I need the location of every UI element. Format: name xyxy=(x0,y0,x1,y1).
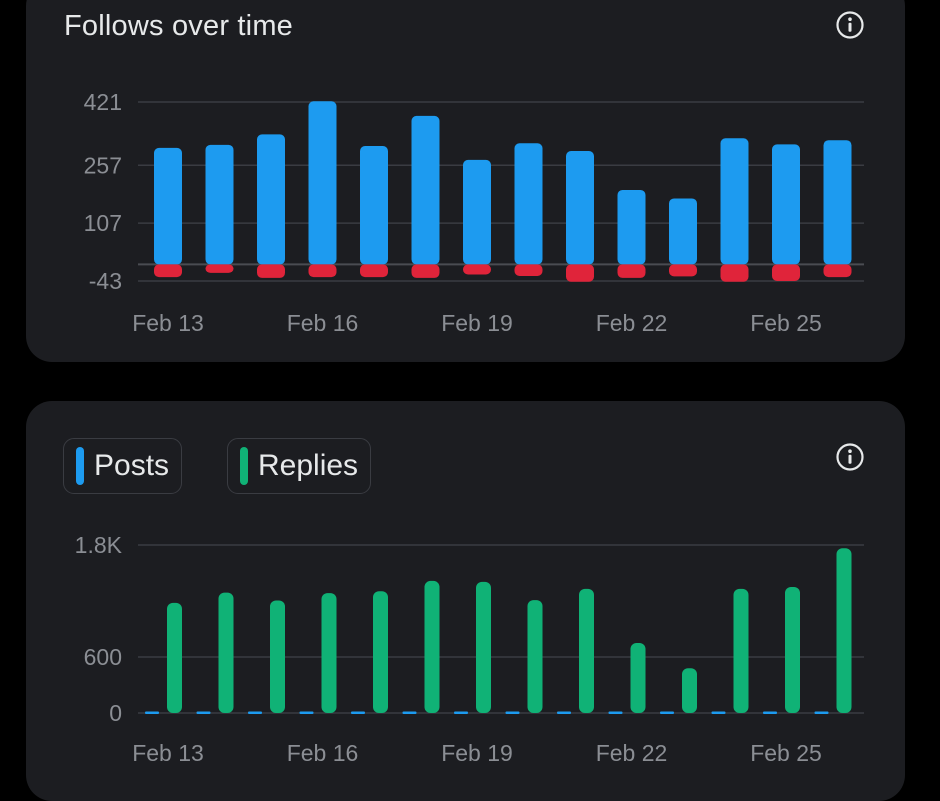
y-tick-label: 421 xyxy=(84,89,122,115)
follows-bar[interactable] xyxy=(669,198,697,265)
legend-replies-label: Replies xyxy=(258,449,359,482)
posts-replies-bar-chart: 1.8K 600 0 Feb 13 Feb 16 Feb 19 Feb 22 Feb 25 xyxy=(75,532,864,766)
posts-bar[interactable] xyxy=(196,711,211,715)
replies-bar[interactable] xyxy=(579,588,594,713)
posts-replies-card: Posts Replies 1.8K 600 0 Feb 13 Feb 16 Feb 19… xyxy=(26,401,905,801)
follows-bar[interactable] xyxy=(411,115,440,265)
replies-bar[interactable] xyxy=(630,643,646,713)
follows-bar[interactable] xyxy=(463,159,491,265)
replies-bar[interactable] xyxy=(836,548,852,713)
follows-bar[interactable] xyxy=(617,189,646,265)
follows-bar[interactable] xyxy=(308,101,337,265)
follows-bar[interactable] xyxy=(720,138,749,265)
y-tick-label: 257 xyxy=(84,152,122,178)
follows-bar[interactable] xyxy=(257,134,285,265)
legend-posts-button[interactable]: Posts xyxy=(63,438,183,494)
unfollows-bar[interactable] xyxy=(617,264,646,278)
unfollows-bar[interactable] xyxy=(154,264,182,278)
x-tick-label: Feb 22 xyxy=(596,310,668,336)
replies-bar[interactable] xyxy=(218,592,234,713)
info-icon[interactable] xyxy=(835,442,865,472)
x-tick-label: Feb 22 xyxy=(596,740,668,766)
chart-title: Follows over time xyxy=(64,10,294,42)
follows-bar[interactable] xyxy=(514,143,543,265)
replies-bar[interactable] xyxy=(321,593,337,713)
info-icon[interactable] xyxy=(835,10,865,40)
x-tick-label: Feb 13 xyxy=(132,740,204,766)
unfollows-bar[interactable] xyxy=(308,264,337,278)
follows-bar[interactable] xyxy=(205,144,234,265)
posts-bar[interactable] xyxy=(505,711,520,715)
x-tick-label: Feb 13 xyxy=(132,310,204,336)
posts-bar[interactable] xyxy=(402,711,417,715)
replies-bar[interactable] xyxy=(785,587,800,713)
posts-bar[interactable] xyxy=(814,711,829,715)
posts-bar[interactable] xyxy=(608,711,623,715)
y-tick-label: -43 xyxy=(89,268,122,294)
x-tick-label: Feb 16 xyxy=(287,740,359,766)
unfollows-bar[interactable] xyxy=(772,264,800,281)
unfollows-bar[interactable] xyxy=(463,264,491,275)
posts-bar[interactable] xyxy=(299,711,314,715)
unfollows-bar[interactable] xyxy=(205,264,234,273)
posts-bar[interactable] xyxy=(557,711,571,715)
posts-bar[interactable] xyxy=(763,711,777,715)
posts-bar[interactable] xyxy=(145,711,159,715)
unfollows-bar[interactable] xyxy=(566,264,594,282)
posts-bar[interactable] xyxy=(454,711,468,715)
unfollows-bar[interactable] xyxy=(720,264,749,282)
posts-bar[interactable] xyxy=(351,711,365,715)
posts-bar[interactable] xyxy=(248,711,262,715)
x-tick-label: Feb 19 xyxy=(441,310,513,336)
replies-bar[interactable] xyxy=(167,602,182,713)
y-tick-label: 1.8K xyxy=(75,532,123,558)
y-tick-label: 107 xyxy=(84,210,122,236)
follows-over-time-card: Follows over time 421 257 107 -43 Feb 13 Feb … xyxy=(26,0,905,362)
x-tick-label: Feb 25 xyxy=(750,310,822,336)
follows-bar[interactable] xyxy=(772,144,800,265)
x-tick-label: Feb 25 xyxy=(750,740,822,766)
legend-replies-button[interactable]: Replies xyxy=(227,438,372,494)
y-tick-label: 600 xyxy=(84,644,122,670)
replies-bar[interactable] xyxy=(373,591,388,713)
follows-bar[interactable] xyxy=(823,140,852,265)
follows-bar[interactable] xyxy=(360,145,388,265)
follows-bar[interactable] xyxy=(154,147,182,265)
unfollows-bar[interactable] xyxy=(411,264,440,278)
unfollows-bar[interactable] xyxy=(257,264,285,278)
posts-bar[interactable] xyxy=(711,711,726,715)
x-tick-label: Feb 19 xyxy=(441,740,513,766)
unfollows-bar[interactable] xyxy=(669,264,697,277)
unfollows-bar[interactable] xyxy=(360,264,388,278)
follows-bar[interactable] xyxy=(566,150,594,265)
replies-bar[interactable] xyxy=(270,600,285,713)
replies-legend-swatch xyxy=(240,447,248,485)
follows-bar-chart: 421 257 107 -43 Feb 13 Feb 16 Feb 19 Feb 22 Feb … xyxy=(84,89,864,336)
replies-bar[interactable] xyxy=(424,580,440,713)
x-tick-label: Feb 16 xyxy=(287,310,359,336)
replies-bar[interactable] xyxy=(733,588,749,713)
replies-bar[interactable] xyxy=(527,600,543,713)
posts-legend-swatch xyxy=(76,447,84,485)
replies-bar[interactable] xyxy=(476,581,491,713)
unfollows-bar[interactable] xyxy=(514,264,543,276)
legend-posts-label: Posts xyxy=(94,449,170,482)
unfollows-bar[interactable] xyxy=(823,264,852,278)
replies-bar[interactable] xyxy=(682,668,697,713)
y-tick-label: 0 xyxy=(109,700,122,726)
posts-bar[interactable] xyxy=(660,711,674,715)
